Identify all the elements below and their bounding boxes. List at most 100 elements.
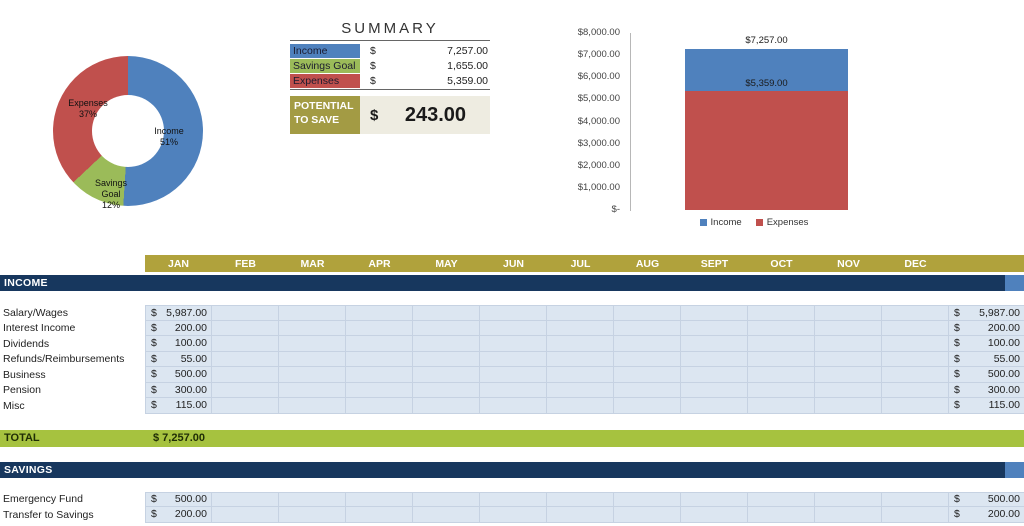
cell-jan[interactable]: $300.00 [145, 382, 212, 398]
cell-value: 5,987.00 [166, 306, 207, 319]
currency-symbol: $ [151, 321, 157, 334]
table-row: Transfer to Savings $200.00 $200.00 [0, 507, 1024, 523]
summary-row-savings-goal[interactable]: Savings Goal $ 1,655.00 [290, 58, 490, 73]
summary-title: SUMMARY [290, 20, 490, 41]
month-header-oct[interactable]: OCT [748, 255, 815, 272]
table-row: Interest Income $200.00 $200.00 [0, 320, 1024, 336]
summary-income-value[interactable]: 7,257.00 [447, 44, 488, 57]
cell-total[interactable]: $300.00 [949, 382, 1024, 398]
bar-chart-y-axis: $8,000.00 $7,000.00 $6,000.00 $5,000.00 … [558, 28, 620, 215]
cells-feb-dec[interactable] [212, 398, 949, 414]
row-label[interactable]: Business [0, 367, 145, 383]
cells-feb-dec[interactable] [212, 351, 949, 367]
month-header-mar[interactable]: MAR [279, 255, 346, 272]
month-header-aug[interactable]: AUG [614, 255, 681, 272]
month-header-jul[interactable]: JUL [547, 255, 614, 272]
income-rows: Salary/Wages $5,987.00 $5,987.00 Interes… [0, 305, 1024, 414]
month-header-sept[interactable]: SEPT [681, 255, 748, 272]
spacer [0, 414, 1024, 430]
row-label[interactable]: Salary/Wages [0, 305, 145, 321]
month-header-apr[interactable]: APR [346, 255, 413, 272]
donut-label-income: Income 51% [146, 126, 192, 148]
currency-symbol: $ [370, 106, 379, 124]
cells-feb-dec[interactable] [212, 320, 949, 336]
currency-symbol: $ [954, 399, 960, 412]
cell-jan[interactable]: $500.00 [145, 367, 212, 383]
summary-expenses-label[interactable]: Expenses [290, 73, 360, 88]
cell-total[interactable]: $100.00 [949, 336, 1024, 352]
potential-to-save-value-cell[interactable]: $ 243.00 [360, 96, 490, 134]
summary-income-label[interactable]: Income [290, 43, 360, 58]
month-header-jun[interactable]: JUN [480, 255, 547, 272]
cell-jan[interactable]: $5,987.00 [145, 305, 212, 321]
summary-savings-goal-label[interactable]: Savings Goal [290, 58, 360, 73]
potential-to-save-label: POTENTIAL TO SAVE [290, 96, 360, 134]
month-header-nov[interactable]: NOV [815, 255, 882, 272]
savings-section-header[interactable]: SAVINGS [0, 461, 1024, 478]
section-header-total-cell [1005, 275, 1024, 291]
cell-jan[interactable]: $200.00 [145, 320, 212, 336]
cell-total[interactable]: $200.00 [949, 320, 1024, 336]
summary-row-income[interactable]: Income $ 7,257.00 [290, 43, 490, 58]
expenses-bar-data-label: $5,359.00 [745, 78, 788, 89]
cell-value: 500.00 [174, 368, 207, 381]
table-row: Misc $115.00 $115.00 [0, 398, 1024, 414]
cells-feb-dec[interactable] [212, 382, 949, 398]
potential-to-save-block[interactable]: POTENTIAL TO SAVE $ 243.00 [290, 96, 490, 134]
row-label[interactable]: Transfer to Savings [0, 507, 145, 523]
cell-total[interactable]: $5,987.00 [949, 305, 1024, 321]
cell-value: 55.00 [180, 352, 207, 365]
cell-jan[interactable]: $100.00 [145, 336, 212, 352]
income-total-row[interactable]: TOTAL $ 7,257.00 [0, 429, 1024, 447]
row-label[interactable]: Refunds/Reimbursements [0, 351, 145, 367]
cell-jan[interactable]: $55.00 [145, 351, 212, 367]
currency-symbol: $ [151, 508, 157, 521]
row-label[interactable]: Interest Income [0, 320, 145, 336]
currency-symbol: $ [151, 337, 157, 350]
month-header-jan[interactable]: JAN [145, 255, 212, 272]
y-tick: $2,000.00 [577, 159, 620, 171]
summary-row-expenses[interactable]: Expenses $ 5,359.00 [290, 73, 490, 88]
month-header-may[interactable]: MAY [413, 255, 480, 272]
currency-symbol: $ [954, 508, 960, 521]
cells-feb-dec[interactable] [212, 305, 949, 321]
row-label[interactable]: Misc [0, 398, 145, 414]
cell-value: 55.00 [993, 352, 1020, 365]
cell-total[interactable]: $55.00 [949, 351, 1024, 367]
income-expenses-bar-chart[interactable]: $8,000.00 $7,000.00 $6,000.00 $5,000.00 … [558, 24, 888, 244]
cells-feb-dec[interactable] [212, 507, 949, 523]
legend-item-income: Income [699, 217, 742, 228]
cell-value: 100.00 [987, 337, 1020, 350]
summary-savings-goal-value[interactable]: 1,655.00 [447, 59, 488, 72]
summary-expenses-value[interactable]: 5,359.00 [447, 74, 488, 87]
cell-jan[interactable]: $200.00 [145, 507, 212, 523]
cell-jan[interactable]: $500.00 [145, 491, 212, 507]
month-header-row: JAN FEB MAR APR MAY JUN JUL AUG SEPT OCT… [0, 255, 1024, 272]
segment-pct: 12% [101, 199, 120, 210]
currency-symbol: $ [151, 368, 157, 381]
cell-total[interactable]: $200.00 [949, 507, 1024, 523]
row-label[interactable]: Emergency Fund [0, 491, 145, 507]
expenses-bar-segment [685, 91, 848, 210]
cell-total[interactable]: $500.00 [949, 491, 1024, 507]
cell-jan[interactable]: $115.00 [145, 398, 212, 414]
cell-total[interactable]: $500.00 [949, 367, 1024, 383]
month-header-feb[interactable]: FEB [212, 255, 279, 272]
income-section-header[interactable]: INCOME [0, 275, 1024, 291]
cells-feb-dec[interactable] [212, 367, 949, 383]
cell-value: 200.00 [987, 321, 1020, 334]
month-header-dec[interactable]: DEC [882, 255, 949, 272]
cell-total[interactable]: $115.00 [949, 398, 1024, 414]
cell-value: 200.00 [174, 508, 207, 521]
legend-item-expenses: Expenses [755, 217, 808, 228]
potential-to-save-amount: 243.00 [404, 103, 466, 126]
row-label[interactable]: Pension [0, 382, 145, 398]
table-row: Salary/Wages $5,987.00 $5,987.00 [0, 305, 1024, 321]
budget-donut-chart[interactable]: Expenses 37% Income 51% Savings Goal 12% [53, 56, 203, 210]
cell-value: 200.00 [174, 321, 207, 334]
summary-panel: SUMMARY Income $ 7,257.00 Savings Goal $… [290, 20, 490, 134]
cells-feb-dec[interactable] [212, 491, 949, 507]
row-label[interactable]: Dividends [0, 336, 145, 352]
cells-feb-dec[interactable] [212, 336, 949, 352]
segment-pct: 37% [78, 108, 97, 119]
